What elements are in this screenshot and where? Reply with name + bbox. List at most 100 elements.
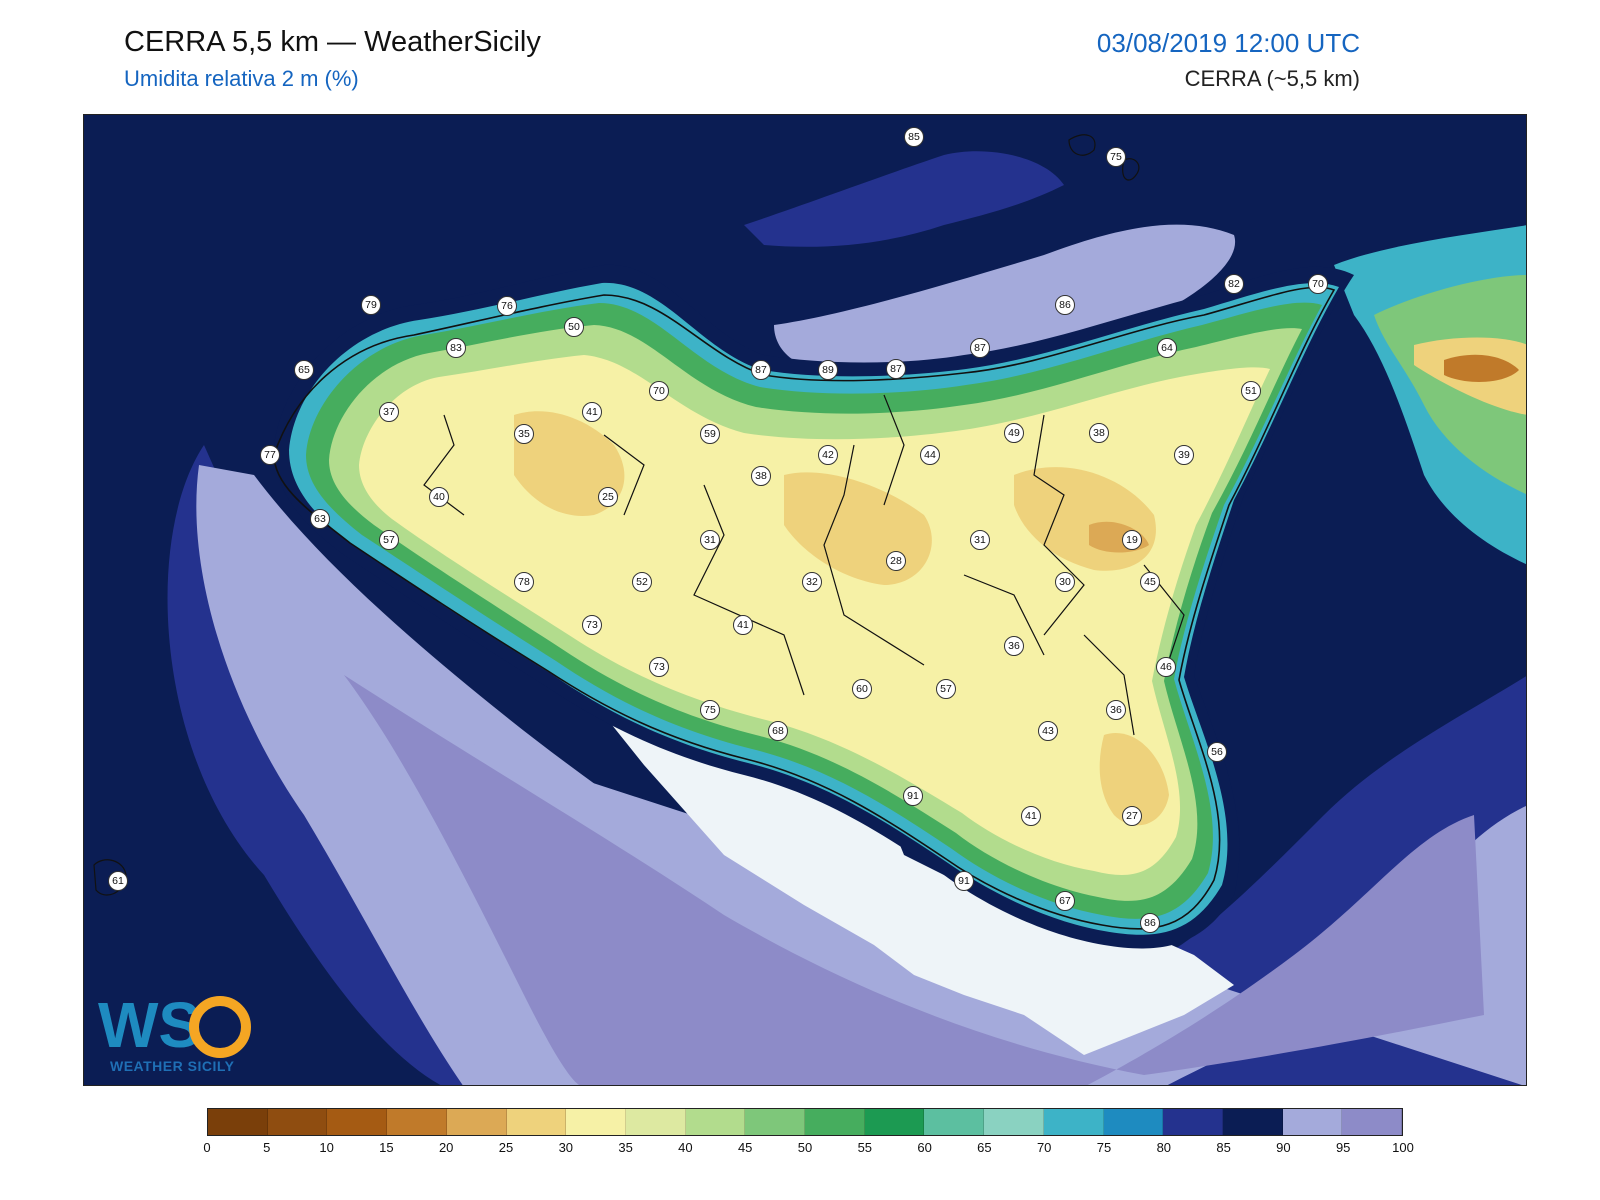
station-value-marker: 91 (903, 786, 923, 806)
colorbar-tick-label: 35 (618, 1140, 633, 1155)
station-value-marker: 46 (1156, 657, 1176, 677)
station-value-marker: 64 (1157, 338, 1177, 358)
colorbar-segment (864, 1109, 925, 1135)
station-value-marker: 68 (768, 721, 788, 741)
colorbar-segment (1103, 1109, 1164, 1135)
model-label: CERRA (~5,5 km) (1184, 66, 1360, 91)
station-value-marker: 67 (1055, 891, 1075, 911)
sea-moderate-south (344, 675, 1484, 1085)
sicily-dry-west (514, 411, 625, 516)
colorbar-segment (327, 1109, 388, 1135)
colorbar-segment (625, 1109, 686, 1135)
station-value-marker: 82 (1224, 274, 1244, 294)
weathersicily-logo: WS (98, 989, 251, 1061)
station-value-marker: 73 (582, 615, 602, 635)
station-value-marker: 35 (514, 424, 534, 444)
province-borders (423, 394, 1185, 736)
colorbar-tick-label: 75 (1096, 1140, 1112, 1155)
colorbar-tick-label: 5 (263, 1140, 271, 1155)
colorbar-tick-label: 40 (678, 1140, 693, 1155)
sicily-dry-southeast (1099, 733, 1169, 826)
station-value-marker: 41 (1021, 806, 1041, 826)
map-subtitle: Umidita relativa 2 m (%) (124, 66, 359, 91)
calabria-driest (1444, 354, 1519, 382)
colorbar-tick-label: 10 (319, 1140, 334, 1155)
colorbar-tick-label: 95 (1335, 1140, 1351, 1155)
station-value-marker: 70 (649, 381, 669, 401)
colorbar-tick-label: 90 (1276, 1140, 1291, 1155)
station-value-marker: 61 (108, 871, 128, 891)
station-value-marker: 86 (1055, 295, 1075, 315)
station-value-marker: 44 (920, 445, 940, 465)
station-value-marker: 36 (1004, 636, 1024, 656)
colorbar-tick-label: 100 (1392, 1140, 1414, 1155)
colorbar-segment (208, 1109, 268, 1135)
station-value-marker: 38 (1089, 423, 1109, 443)
colorbar (207, 1108, 1403, 1136)
station-value-marker: 40 (429, 487, 449, 507)
station-value-marker: 43 (1038, 721, 1058, 741)
station-value-marker: 30 (1055, 572, 1075, 592)
colorbar-tick-label: 30 (558, 1140, 574, 1155)
colorbar-segment (387, 1109, 447, 1135)
station-value-marker: 60 (852, 679, 872, 699)
colorbar-segment (1342, 1109, 1403, 1135)
station-value-marker: 78 (514, 572, 534, 592)
station-value-marker: 73 (649, 657, 669, 677)
map-title: CERRA 5,5 km — WeatherSicily (124, 26, 541, 58)
colorbar-tick-label: 70 (1036, 1140, 1052, 1155)
station-value-marker: 31 (700, 530, 720, 550)
sicily-coastline (273, 286, 1336, 930)
station-value-marker: 36 (1106, 700, 1126, 720)
station-value-marker: 51 (1241, 381, 1261, 401)
station-value-marker: 91 (954, 871, 974, 891)
colorbar-tick-label: 45 (737, 1140, 753, 1155)
colorbar-segment (1282, 1109, 1343, 1135)
station-value-marker: 45 (1140, 572, 1160, 592)
colorbar-tick-label: 50 (797, 1140, 813, 1155)
station-value-marker: 57 (936, 679, 956, 699)
station-value-marker: 28 (886, 551, 906, 571)
station-value-marker: 76 (497, 296, 517, 316)
station-value-marker: 57 (379, 530, 399, 550)
station-value-marker: 32 (802, 572, 822, 592)
station-value-marker: 27 (1122, 806, 1142, 826)
station-value-marker: 70 (1308, 274, 1328, 294)
colorbar-tick-label: 85 (1216, 1140, 1231, 1155)
station-value-marker: 39 (1174, 445, 1194, 465)
station-value-marker: 79 (361, 295, 381, 315)
station-value-marker: 77 (260, 445, 280, 465)
sea-very-dry-patch (604, 715, 1234, 1055)
logo-letters: WS (98, 989, 201, 1061)
station-value-marker: 65 (294, 360, 314, 380)
colorbar-tick-label: 80 (1156, 1140, 1172, 1155)
colorbar-tick-label: 25 (498, 1140, 514, 1155)
station-value-marker: 87 (970, 338, 990, 358)
logo-text: WEATHER SICILY (110, 1058, 235, 1074)
colorbar-tick-label: 65 (977, 1140, 992, 1155)
station-value-marker: 41 (582, 402, 602, 422)
island-north (1068, 134, 1140, 181)
station-value-marker: 56 (1207, 742, 1227, 762)
sun-icon (189, 996, 251, 1058)
sea-north-band (744, 151, 1064, 247)
station-value-marker: 49 (1004, 423, 1024, 443)
colorbar-segment (1043, 1109, 1104, 1135)
station-value-marker: 52 (632, 572, 652, 592)
station-value-marker: 86 (1140, 913, 1160, 933)
sea-north-patch (774, 224, 1236, 376)
station-value-marker: 42 (818, 445, 838, 465)
station-value-marker: 31 (970, 530, 990, 550)
colorbar-tick-label: 15 (379, 1140, 394, 1155)
station-value-marker: 75 (700, 700, 720, 720)
station-value-marker: 50 (564, 317, 584, 337)
station-value-marker: 25 (598, 487, 618, 507)
colorbar-segment (1163, 1109, 1223, 1135)
valid-datetime: 03/08/2019 12:00 UTC (1096, 28, 1360, 58)
humidity-map: 85 75 79 76 50 83 65 37 77 40 63 57 35 41 25 70 59 87 89 87… (83, 114, 1527, 1086)
station-value-marker: 19 (1122, 530, 1142, 550)
colorbar-tick-label: 0 (203, 1140, 211, 1155)
colorbar-tick-label: 55 (857, 1140, 873, 1155)
station-value-marker: 75 (1106, 147, 1126, 167)
station-value-marker: 63 (310, 509, 330, 529)
